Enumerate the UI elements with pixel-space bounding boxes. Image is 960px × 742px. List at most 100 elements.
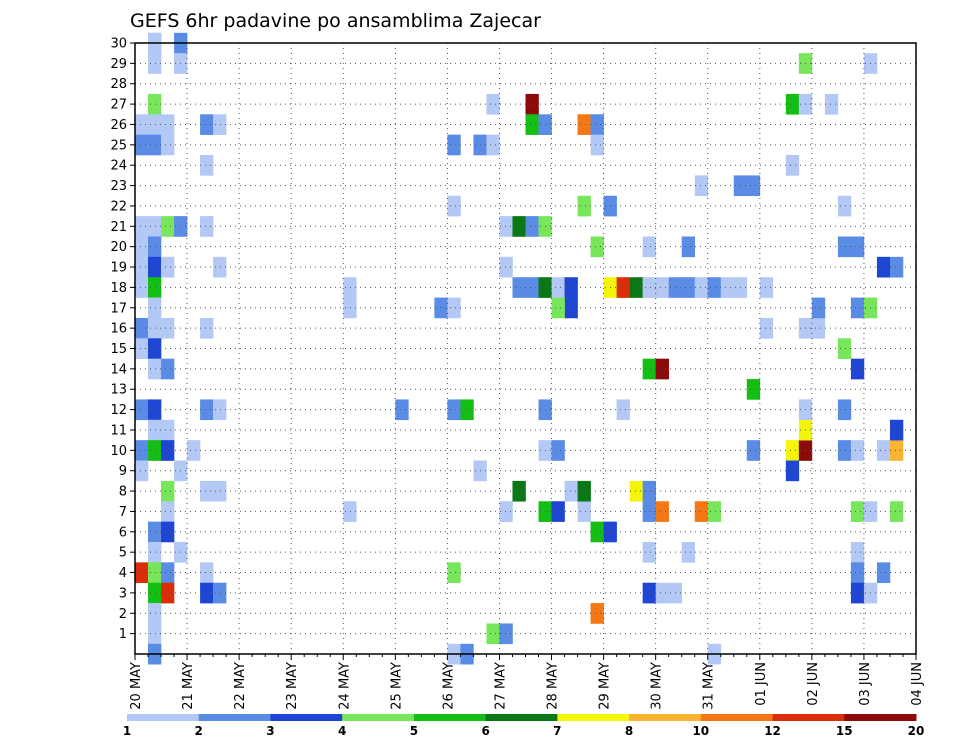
- y-tick-label: 3: [119, 586, 127, 601]
- heatmap-cell: [460, 399, 474, 421]
- color-scale-segment: [844, 714, 917, 721]
- heatmap-cell: [629, 480, 643, 502]
- color-scale-label: 3: [266, 724, 274, 738]
- y-tick-label: 18: [110, 281, 127, 296]
- color-scale-label: 2: [195, 724, 203, 738]
- y-tick-label: 25: [110, 138, 127, 153]
- heatmap-cell: [876, 256, 891, 278]
- heatmap-cell: [499, 216, 513, 237]
- heatmap-cell: [148, 623, 162, 645]
- heatmap-cell: [642, 501, 656, 522]
- color-scale-segment: [629, 714, 702, 721]
- heatmap-cell: [785, 155, 800, 176]
- y-tick-label: 6: [119, 525, 127, 540]
- y-tick-label: 13: [110, 383, 127, 398]
- x-tick-label: 30 MAY: [650, 662, 665, 710]
- heatmap-cell: [499, 256, 513, 278]
- heatmap-cell: [161, 419, 175, 441]
- y-tick-label: 5: [119, 546, 127, 561]
- heatmap-cell: [148, 114, 162, 135]
- y-tick-label: 17: [110, 301, 127, 316]
- heatmap-cell: [850, 562, 865, 584]
- heatmap-cell: [655, 277, 669, 298]
- heatmap-cell: [135, 277, 149, 298]
- heatmap-cell: [525, 93, 539, 115]
- heatmap-cell: [161, 358, 175, 380]
- heatmap-cell: [746, 379, 761, 400]
- color-scale-label: 10: [692, 724, 709, 738]
- heatmap-cell: [148, 134, 162, 156]
- heatmap-cell: [148, 440, 162, 461]
- heatmap-cell: [135, 562, 149, 584]
- x-tick-label: 31 MAY: [702, 662, 717, 710]
- heatmap-cell: [148, 53, 162, 74]
- heatmap-cell: [837, 338, 852, 359]
- heatmap-cell: [694, 277, 709, 298]
- heatmap-cell: [811, 317, 826, 339]
- heatmap-cell: [135, 317, 149, 339]
- heatmap-cell: [850, 236, 865, 258]
- heatmap-cell: [876, 562, 891, 584]
- y-tick-label: 24: [110, 159, 127, 174]
- heatmap-cell: [135, 216, 149, 237]
- heatmap-cell: [707, 501, 722, 522]
- heatmap-cell: [889, 419, 904, 441]
- heatmap-cell: [148, 399, 162, 421]
- y-tick-label: 20: [110, 240, 127, 255]
- heatmap-cell: [486, 93, 500, 115]
- y-tick-label: 19: [110, 261, 127, 276]
- heatmap-cell: [759, 317, 774, 339]
- heatmap-cell: [590, 114, 604, 135]
- heatmap-cell: [161, 256, 175, 278]
- y-tick-label: 12: [110, 403, 127, 418]
- heatmap-cell: [187, 440, 201, 461]
- y-tick-label: 1: [119, 627, 127, 642]
- heatmap-cell: [642, 358, 656, 380]
- heatmap-cell: [616, 399, 630, 421]
- heatmap-cell: [213, 399, 227, 421]
- heatmap-cell: [785, 440, 800, 461]
- y-tick-label: 11: [110, 423, 127, 438]
- heatmap-cell: [148, 277, 162, 298]
- x-tick-label: 24 MAY: [337, 662, 352, 710]
- heatmap-cell: [135, 338, 149, 359]
- heatmap-cell: [148, 419, 162, 441]
- heatmap-cell: [161, 521, 175, 543]
- heatmap-cell: [551, 501, 565, 522]
- heatmap-cell: [564, 277, 578, 298]
- heatmap-cell: [824, 93, 839, 115]
- color-scale-label: 4: [338, 724, 346, 738]
- heatmap-cell: [200, 317, 214, 339]
- heatmap-cell: [200, 399, 214, 421]
- heatmap-cell: [148, 541, 162, 563]
- heatmap-cell: [148, 603, 162, 624]
- heatmap-cell: [161, 216, 175, 237]
- heatmap-cell: [148, 358, 162, 380]
- x-tick-label: 26 MAY: [441, 662, 456, 710]
- heatmap-cell: [213, 256, 227, 278]
- heatmap-cell: [200, 155, 214, 176]
- heatmap-cell: [850, 297, 865, 319]
- y-tick-label: 2: [119, 607, 127, 622]
- heatmap-cell: [135, 440, 149, 461]
- heatmap-cell: [590, 521, 604, 543]
- heatmap-cell: [148, 582, 162, 604]
- x-axis: 20 MAY 21 MAY 22 MAY 23 MAY 24 MAY 25 MAY 26 M…: [129, 654, 925, 710]
- color-scale-label: 7: [553, 724, 561, 738]
- y-tick-label: 7: [119, 505, 127, 520]
- heatmap-cell: [161, 114, 175, 135]
- heatmap-cell: [837, 399, 852, 421]
- heatmap-cell: [200, 562, 214, 584]
- heatmap-cell: [642, 541, 656, 563]
- heatmap-cell: [161, 440, 175, 461]
- heatmap-cell: [655, 501, 669, 522]
- y-tick-label: 21: [110, 220, 127, 235]
- color-scale-segment: [772, 714, 845, 721]
- color-scale-segment: [413, 714, 487, 721]
- heatmap-cell: [447, 399, 461, 421]
- y-tick-label: 14: [110, 362, 127, 377]
- color-scale-segment: [342, 714, 415, 721]
- heatmap-cell: [161, 582, 175, 604]
- heatmap-cell: [642, 277, 656, 298]
- x-tick-label: 20 MAY: [129, 662, 144, 710]
